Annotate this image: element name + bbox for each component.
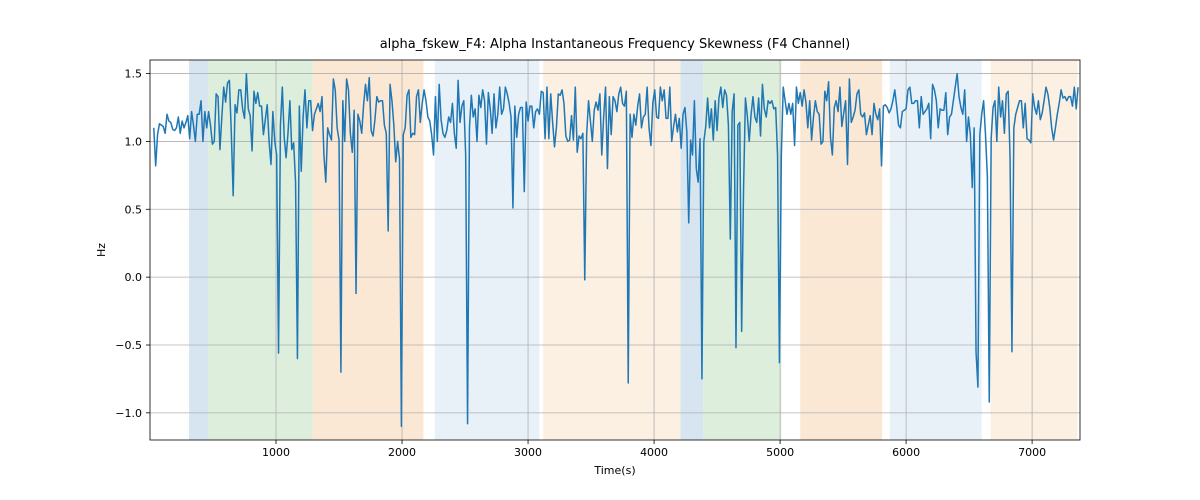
x-tick-label: 6000 bbox=[892, 446, 920, 459]
x-tick-label: 5000 bbox=[766, 446, 794, 459]
chart-svg: 1000 2000 3000 4000 5000 6000 7000 −1.0 −0.5 0.0… bbox=[0, 0, 1200, 500]
x-tick-label: 3000 bbox=[514, 446, 542, 459]
y-tick-label: −0.5 bbox=[115, 339, 142, 352]
x-tick-label: 4000 bbox=[640, 446, 668, 459]
y-tick-label: 1.0 bbox=[125, 135, 143, 148]
chart-container: 1000 2000 3000 4000 5000 6000 7000 −1.0 −0.5 0.0… bbox=[0, 0, 1200, 500]
y-tick-label: 1.5 bbox=[125, 68, 143, 81]
x-axis-label: Time(s) bbox=[593, 464, 635, 477]
y-tick-label: −1.0 bbox=[115, 407, 142, 420]
x-tick-label: 2000 bbox=[388, 446, 416, 459]
shaded-region bbox=[313, 60, 424, 440]
chart-title: alpha_fskew_F4: Alpha Instantaneous Freq… bbox=[380, 37, 851, 52]
x-tick-label: 7000 bbox=[1018, 446, 1046, 459]
y-axis-label: Hz bbox=[95, 243, 108, 257]
x-tick-label: 1000 bbox=[262, 446, 290, 459]
y-tick-label: 0.5 bbox=[125, 203, 143, 216]
y-tick-label: 0.0 bbox=[125, 271, 143, 284]
shaded-region bbox=[681, 60, 704, 440]
